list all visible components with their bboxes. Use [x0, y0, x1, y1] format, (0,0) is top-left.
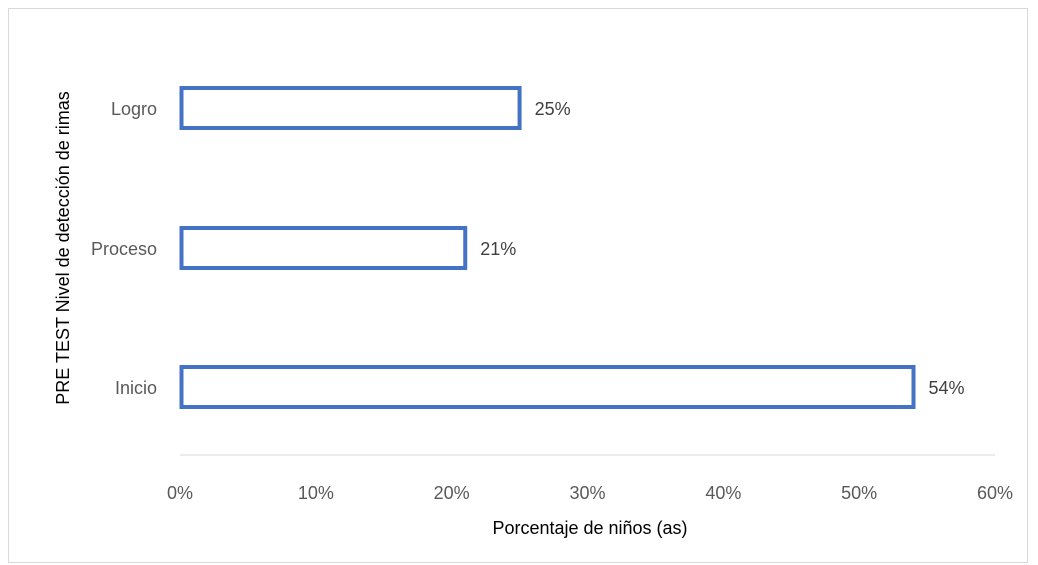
bar-logro [179, 86, 522, 130]
x-tick-label: 40% [705, 483, 741, 503]
category-labels: Inicio Proceso Logro [91, 99, 157, 398]
x-tick-labels: 0% 10% 20% 30% 40% 50% 60% [167, 483, 1013, 503]
bar-proceso [179, 226, 468, 270]
bar-inicio [179, 365, 916, 409]
x-tick-label: 60% [977, 483, 1013, 503]
data-label: 54% [929, 378, 965, 398]
y-axis-title: PRE TEST Nivel de detección de rimas [53, 91, 73, 404]
x-tick-label: 30% [569, 483, 605, 503]
x-tick-label: 10% [298, 483, 334, 503]
category-label: Logro [111, 99, 157, 119]
x-axis-title: Porcentaje de niños (as) [492, 518, 687, 538]
data-label: 25% [535, 99, 571, 119]
category-label: Inicio [115, 378, 157, 398]
x-tick-label: 0% [167, 483, 193, 503]
bars-group [179, 86, 916, 409]
category-label: Proceso [91, 239, 157, 259]
data-labels: 54% 21% 25% [480, 99, 964, 398]
x-tick-label: 20% [434, 483, 470, 503]
data-label: 21% [480, 239, 516, 259]
x-tick-label: 50% [841, 483, 877, 503]
